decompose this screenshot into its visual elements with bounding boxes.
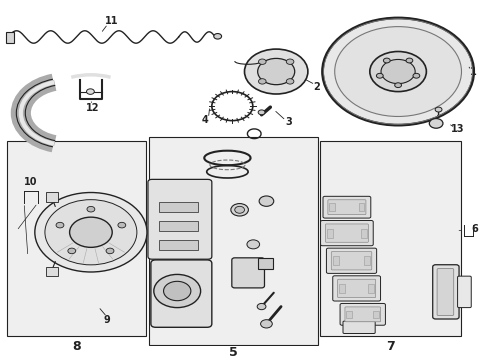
Circle shape — [35, 193, 147, 272]
Circle shape — [154, 274, 200, 307]
Bar — [372, 311, 378, 318]
FancyBboxPatch shape — [344, 307, 380, 322]
Circle shape — [380, 59, 414, 84]
Circle shape — [285, 59, 293, 64]
FancyBboxPatch shape — [339, 303, 385, 325]
Bar — [46, 192, 58, 202]
FancyBboxPatch shape — [326, 248, 376, 273]
Text: 11: 11 — [105, 17, 119, 26]
Text: 4: 4 — [201, 115, 207, 125]
Circle shape — [68, 248, 76, 254]
Circle shape — [244, 49, 307, 94]
Bar — [326, 229, 332, 238]
Circle shape — [394, 83, 401, 87]
FancyBboxPatch shape — [320, 221, 372, 246]
Text: 12: 12 — [85, 103, 99, 113]
Circle shape — [434, 107, 441, 112]
Circle shape — [412, 73, 419, 78]
Bar — [159, 240, 198, 250]
Text: 3: 3 — [285, 117, 291, 127]
FancyBboxPatch shape — [325, 224, 367, 242]
Circle shape — [106, 248, 114, 254]
Bar — [329, 203, 334, 211]
FancyBboxPatch shape — [151, 260, 211, 327]
Circle shape — [285, 79, 293, 84]
Circle shape — [258, 79, 265, 84]
Circle shape — [246, 240, 259, 249]
Circle shape — [56, 222, 64, 228]
Circle shape — [258, 59, 265, 64]
Bar — [364, 256, 369, 265]
Circle shape — [257, 58, 294, 85]
Circle shape — [258, 110, 264, 115]
Bar — [360, 229, 366, 238]
Circle shape — [45, 200, 137, 265]
Text: 10: 10 — [24, 177, 38, 187]
Circle shape — [230, 203, 248, 216]
Circle shape — [369, 51, 426, 91]
Circle shape — [428, 118, 442, 128]
Bar — [338, 284, 344, 293]
Circle shape — [259, 196, 273, 206]
Bar — [46, 267, 58, 276]
FancyBboxPatch shape — [436, 269, 453, 316]
Circle shape — [383, 58, 389, 63]
Circle shape — [257, 303, 265, 310]
Text: 1: 1 — [469, 67, 476, 77]
FancyBboxPatch shape — [323, 196, 370, 218]
Circle shape — [213, 33, 221, 39]
Circle shape — [260, 320, 272, 328]
FancyBboxPatch shape — [231, 258, 264, 288]
Bar — [159, 221, 198, 231]
Text: 7: 7 — [386, 340, 394, 353]
Text: 13: 13 — [450, 123, 464, 134]
Text: 8: 8 — [72, 340, 81, 353]
Bar — [358, 203, 364, 211]
Bar — [149, 137, 317, 345]
Bar — [159, 202, 198, 212]
FancyBboxPatch shape — [432, 265, 458, 319]
Bar — [6, 141, 145, 336]
Circle shape — [118, 222, 125, 228]
Circle shape — [405, 58, 412, 63]
Bar — [258, 258, 272, 269]
Text: 9: 9 — [103, 315, 110, 325]
Text: 2: 2 — [313, 82, 319, 92]
FancyBboxPatch shape — [332, 276, 380, 301]
Circle shape — [163, 281, 190, 301]
Circle shape — [87, 206, 95, 212]
Bar — [367, 284, 373, 293]
FancyBboxPatch shape — [342, 321, 374, 333]
FancyBboxPatch shape — [457, 276, 470, 307]
Bar — [346, 311, 351, 318]
Circle shape — [322, 18, 473, 125]
Bar — [332, 256, 338, 265]
Bar — [5, 32, 14, 43]
Circle shape — [86, 89, 94, 94]
Bar — [320, 141, 461, 336]
FancyBboxPatch shape — [330, 252, 371, 270]
FancyBboxPatch shape — [327, 200, 365, 215]
FancyBboxPatch shape — [337, 279, 375, 298]
Circle shape — [376, 73, 383, 78]
FancyBboxPatch shape — [148, 179, 211, 259]
Text: 5: 5 — [229, 346, 238, 359]
Circle shape — [334, 27, 461, 117]
Text: 6: 6 — [470, 224, 477, 234]
Circle shape — [69, 217, 112, 247]
Circle shape — [234, 206, 244, 213]
